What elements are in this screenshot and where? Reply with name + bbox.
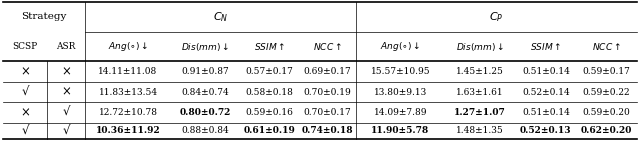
Text: ×: × [61,85,71,99]
Text: 11.83±13.54: 11.83±13.54 [99,88,157,96]
Text: $C_N$: $C_N$ [212,10,228,24]
Text: 15.57±10.95: 15.57±10.95 [371,67,430,76]
Text: $C_P$: $C_P$ [489,10,504,24]
Text: 1.63±1.61: 1.63±1.61 [456,88,504,96]
Text: $NCC{\uparrow}$: $NCC{\uparrow}$ [314,41,342,52]
Text: √: √ [62,106,70,119]
Text: 1.27±1.07: 1.27±1.07 [454,108,506,117]
Text: 1.48±1.35: 1.48±1.35 [456,126,504,135]
Text: 0.58±0.18: 0.58±0.18 [246,88,294,96]
Text: 0.51±0.14: 0.51±0.14 [522,108,570,117]
Text: 0.51±0.14: 0.51±0.14 [522,67,570,76]
Text: √: √ [21,124,29,137]
Text: ×: × [61,65,71,78]
Text: √: √ [62,124,70,137]
Text: 14.09±7.89: 14.09±7.89 [374,108,427,117]
Text: 0.52±0.14: 0.52±0.14 [522,88,570,96]
Text: 13.80±9.13: 13.80±9.13 [374,88,427,96]
Text: 0.62±0.20: 0.62±0.20 [581,126,632,135]
Text: 0.91±0.87: 0.91±0.87 [182,67,229,76]
Text: 0.70±0.17: 0.70±0.17 [304,108,351,117]
Text: 11.90±5.78: 11.90±5.78 [371,126,429,135]
Text: SCSP: SCSP [12,42,38,51]
Text: $Ang(\circ){\downarrow}$: $Ang(\circ){\downarrow}$ [380,40,420,53]
Text: 0.59±0.16: 0.59±0.16 [246,108,294,117]
Text: $SSIM{\uparrow}$: $SSIM{\uparrow}$ [531,41,561,52]
Text: 0.59±0.20: 0.59±0.20 [582,108,630,117]
Text: 0.80±0.72: 0.80±0.72 [180,108,231,117]
Text: 12.72±10.78: 12.72±10.78 [99,108,157,117]
Text: ×: × [20,65,30,78]
Text: $SSIM{\uparrow}$: $SSIM{\uparrow}$ [254,41,285,52]
Text: 0.70±0.19: 0.70±0.19 [304,88,351,96]
Text: 0.74±0.18: 0.74±0.18 [302,126,353,135]
Text: 10.36±11.92: 10.36±11.92 [95,126,161,135]
Text: $Dis(mm){\downarrow}$: $Dis(mm){\downarrow}$ [456,40,504,53]
Text: $Dis(mm){\downarrow}$: $Dis(mm){\downarrow}$ [181,40,230,53]
Text: 14.11±11.08: 14.11±11.08 [99,67,157,76]
Text: 0.59±0.22: 0.59±0.22 [582,88,630,96]
Text: Strategy: Strategy [21,12,67,21]
Text: 0.52±0.13: 0.52±0.13 [520,126,572,135]
Text: 0.69±0.17: 0.69±0.17 [304,67,351,76]
Text: 0.61±0.19: 0.61±0.19 [244,126,296,135]
Text: 0.57±0.17: 0.57±0.17 [246,67,294,76]
Text: 0.88±0.84: 0.88±0.84 [182,126,229,135]
Text: ASR: ASR [56,42,76,51]
Text: 0.84±0.74: 0.84±0.74 [182,88,229,96]
Text: $Ang(\circ){\downarrow}$: $Ang(\circ){\downarrow}$ [108,40,148,53]
Text: $NCC{\uparrow}$: $NCC{\uparrow}$ [592,41,621,52]
Text: 1.45±1.25: 1.45±1.25 [456,67,504,76]
Text: 0.59±0.17: 0.59±0.17 [582,67,630,76]
Text: √: √ [21,85,29,99]
Text: ×: × [20,106,30,119]
